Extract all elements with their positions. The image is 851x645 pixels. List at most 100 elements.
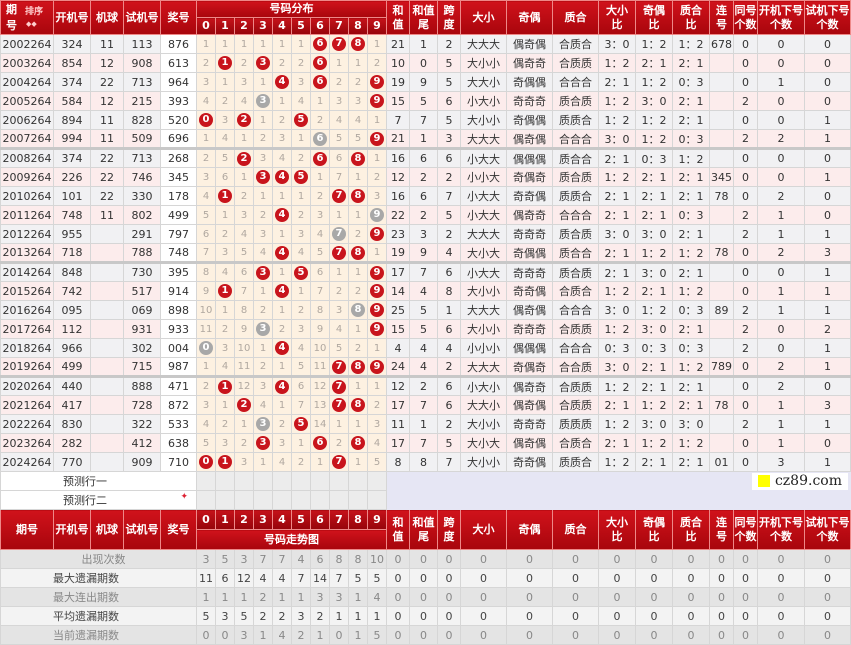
dist-cell-7: 2 — [329, 281, 349, 301]
jiou-cell: 偶奇奇 — [506, 205, 553, 225]
dist-cell-3: 1 — [253, 72, 273, 92]
forecast-digit-cell[interactable] — [234, 490, 254, 510]
hit-ball-icon: 2 — [237, 151, 251, 166]
header-hezhi-line2: 值 — [392, 529, 404, 543]
prize-number-cell: 533 — [160, 414, 197, 434]
stats-digit-cell: 1 — [348, 625, 368, 645]
dist-cell-4: 1 — [272, 186, 292, 206]
dist-cell-3: 3 — [253, 167, 273, 187]
dist-cell-2: 4 — [234, 224, 254, 244]
hit-ball-icon: 9 — [370, 322, 384, 336]
hit-ball-icon: 7 — [332, 245, 346, 260]
jiqiu-cell: 11 — [90, 110, 124, 130]
header-digit-3: 3 — [253, 17, 273, 35]
jiqiu-cell — [90, 261, 124, 282]
jiou-ratio-cell: 3：0 — [635, 224, 673, 244]
forecast-digit-cell[interactable] — [367, 471, 387, 491]
kaiji-next-count-cell: 1 — [757, 205, 805, 225]
dist-cell-1: 1 — [215, 34, 235, 54]
shiji-next-count-cell: 1 — [804, 224, 851, 244]
sort-label[interactable]: 排序 — [25, 7, 44, 17]
dist-cell-4: 4 — [272, 243, 292, 263]
stats-value-cell: 0 — [386, 625, 410, 645]
stats-digit-cell: 10 — [367, 549, 387, 569]
forecast-arrow-icon[interactable]: ✦ — [180, 492, 188, 502]
stats-row: 当前遗漏期数003142101500000000000000 — [0, 625, 851, 645]
stats-digit-cell: 7 — [329, 568, 349, 588]
zhihe-ratio-cell: 1：2 — [672, 243, 710, 263]
hezhi-cell: 10 — [386, 53, 410, 73]
forecast-digit-cell[interactable] — [348, 490, 368, 510]
lianhao-cell — [709, 414, 734, 434]
shiji-number-cell: 713 — [123, 72, 161, 92]
dist-cell-3: 1 — [253, 186, 273, 206]
daxiao-ratio-cell: 1：2 — [598, 452, 636, 472]
dist-cell-8: 1 — [348, 53, 368, 73]
dist-cell-0: 5 — [196, 433, 216, 453]
forecast-digit-cell[interactable] — [291, 471, 311, 491]
forecast-digit-cell[interactable] — [253, 490, 273, 510]
tonghao-count-cell: 0 — [733, 433, 758, 453]
dist-cell-4: 2 — [272, 53, 292, 73]
forecast-digit-cell[interactable] — [234, 471, 254, 491]
jiqiu-cell: 22 — [90, 72, 124, 92]
header-jiqiu: 机球 — [90, 0, 124, 35]
zhihe-cell: 合质质 — [552, 319, 599, 339]
hit-ball-icon: 5 — [294, 170, 308, 184]
forecast-digit-cell[interactable] — [196, 471, 216, 491]
stats-value-cell: 0 — [598, 625, 636, 645]
forecast-digit-cell[interactable] — [348, 471, 368, 491]
dist-cell-2: 9 — [234, 319, 254, 339]
kuadu-cell: 6 — [437, 261, 461, 282]
forecast-digit-cell[interactable] — [272, 471, 292, 491]
forecast-digit-cell[interactable] — [367, 490, 387, 510]
stats-value-cell: 0 — [804, 606, 851, 626]
hezhi-tail-cell: 9 — [409, 72, 438, 92]
forecast-digit-cell[interactable] — [196, 490, 216, 510]
forecast-digit-cell[interactable] — [329, 490, 349, 510]
table-row: 2012264 955 291 797 6 2 4 3 1 3 4 7 2 9 23 3 2 大大大 奇奇奇 质合质 3… — [0, 224, 851, 244]
hezhi-cell: 21 — [386, 34, 410, 54]
dist-cell-9: 9 — [367, 300, 387, 320]
hezhi-cell: 11 — [386, 414, 410, 434]
forecast-digit-cell[interactable] — [310, 471, 330, 491]
dist-cell-3: 4 — [253, 395, 273, 415]
dist-cell-2: 1 — [234, 129, 254, 149]
dist-cell-6: 10 — [310, 338, 330, 358]
header-digit-7: 7 — [329, 17, 349, 35]
forecast-digit-cell[interactable] — [215, 471, 235, 491]
stats-value-cell: 0 — [437, 587, 461, 607]
dist-cell-1: 1 — [215, 72, 235, 92]
zhihe-ratio-cell: 1：2 — [672, 433, 710, 453]
dist-cell-6: 6 — [310, 129, 330, 149]
forecast-digit-cell[interactable] — [329, 471, 349, 491]
forecast-digit-cell[interactable] — [272, 490, 292, 510]
stats-row: 平均遗漏期数535223211100000000000000 — [0, 606, 851, 626]
forecast-digit-cell[interactable] — [310, 490, 330, 510]
header-jiou: 奇偶 — [506, 0, 553, 35]
shiji-number-cell: 730 — [123, 261, 161, 282]
dist-cell-1: 1 — [215, 186, 235, 206]
dist-cell-5: 1 — [291, 281, 311, 301]
forecast-digit-cell[interactable] — [291, 490, 311, 510]
zhihe-cell: 合质质 — [552, 53, 599, 73]
hezhi-cell: 17 — [386, 395, 410, 415]
daxiao-ratio-cell: 2：1 — [598, 395, 636, 415]
header-daxiao-ratio-line2: 比 — [611, 17, 623, 31]
forecast-rest-cell — [386, 490, 851, 510]
issue-cell: 2006264 — [0, 110, 54, 130]
daxiao-ratio-cell: 3：0 — [598, 224, 636, 244]
forecast-digit-cell[interactable] — [215, 490, 235, 510]
shiji-number-cell: 908 — [123, 53, 161, 73]
dist-cell-7: 6 — [329, 147, 349, 168]
header-qihao-sort[interactable]: 期号排序 ◆◆ — [0, 0, 54, 35]
dist-cell-7: 3 — [329, 91, 349, 111]
jiou-cell: 奇偶奇 — [506, 357, 553, 377]
forecast-digit-cell[interactable] — [253, 471, 273, 491]
dist-cell-1: 6 — [215, 167, 235, 187]
stats-value-cell: 0 — [437, 549, 461, 569]
kaiji-next-count-cell: 0 — [757, 91, 805, 111]
sort-arrows-icon[interactable]: ◆◆ — [26, 20, 37, 28]
stats-value-cell: 0 — [552, 549, 599, 569]
stats-value-cell: 0 — [506, 568, 553, 588]
